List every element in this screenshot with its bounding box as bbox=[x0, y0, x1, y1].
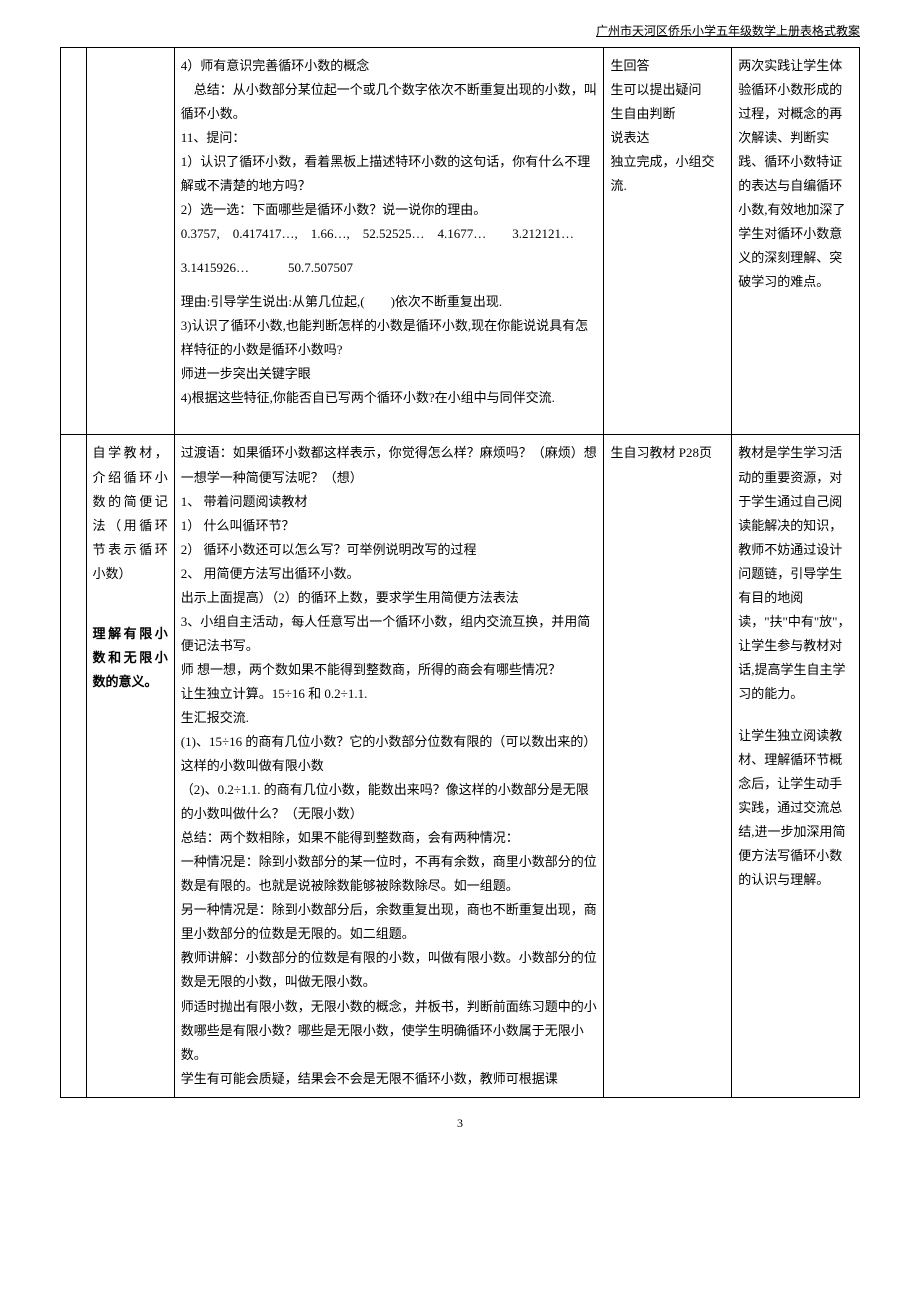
stage-text: 自学教材，介绍循环小数的简便记法（用循环节表示循环小数） bbox=[93, 441, 168, 585]
text-line: 理由:引导学生说出:从第几位起,( )依次不断重复出现. bbox=[181, 290, 598, 314]
cell-teacher-activity: 过渡语：如果循环小数都这样表示，你觉得怎么样？麻烦吗？（麻烦）想一想学一种简便写… bbox=[174, 435, 604, 1097]
table-row: 自学教材，介绍循环小数的简便记法（用循环节表示循环小数） 理解有限小数和无限小数… bbox=[61, 435, 860, 1097]
page-header: 广州市天河区侨乐小学五年级数学上册表格式教案 bbox=[60, 20, 860, 47]
text-line: 3、小组自主活动，每人任意写出一个循环小数，组内交流互换，并用简便记法书写。 bbox=[181, 610, 598, 658]
text-line: 11、提问： bbox=[181, 126, 598, 150]
text-line: 说表达 bbox=[610, 126, 725, 150]
cell-student-activity: 生回答 生可以提出疑问 生自由判断 说表达 独立完成，小组交流. bbox=[604, 47, 732, 435]
cell-teacher-activity: 4）师有意识完善循环小数的概念 总结：从小数部分某位起一个或几个数字依次不断重复… bbox=[174, 47, 604, 435]
text-line: 生汇报交流. bbox=[181, 706, 598, 730]
text-line: 师适时抛出有限小数，无限小数的概念，并板书，判断前面练习题中的小数哪些是有限小数… bbox=[181, 995, 598, 1067]
text-line: 独立完成，小组交流. bbox=[610, 150, 725, 198]
text-line: 1、 带着问题阅读教材 bbox=[181, 490, 598, 514]
text-line: 3)认识了循环小数,也能判断怎样的小数是循环小数,现在你能说说具有怎样特征的小数… bbox=[181, 314, 598, 362]
text-line: 总结：两个数相除，如果不能得到整数商，会有两种情况： bbox=[181, 826, 598, 850]
text-line: 一种情况是：除到小数部分的某一位时，不再有余数，商里小数部分的位数是有限的。也就… bbox=[181, 850, 598, 898]
text-line: 4）师有意识完善循环小数的概念 bbox=[181, 54, 598, 78]
text-line: 另一种情况是：除到小数部分后，余数重复出现，商也不断重复出现，商里小数部分的位数… bbox=[181, 898, 598, 946]
text-line: 过渡语：如果循环小数都这样表示，你觉得怎么样？麻烦吗？（麻烦）想一想学一种简便写… bbox=[181, 441, 598, 489]
cell-design-intent: 两次实践让学生体验循环小数形成的过程，对概念的再次解读、判断实践、循环小数特证的… bbox=[732, 47, 860, 435]
cell-index bbox=[61, 47, 87, 435]
text-line: 师进一步突出关键字眼 bbox=[181, 362, 598, 386]
text-line: 3.1415926… 50.7.507507 bbox=[181, 256, 598, 280]
text-line: 教师讲解：小数部分的位数是有限的小数，叫做有限小数。小数部分的位数是无限的小数，… bbox=[181, 946, 598, 994]
text-line: 教材是学生学习活动的重要资源，对于学生通过自己阅读能解决的知识，教师不妨通过设计… bbox=[738, 441, 853, 706]
text-line: 总结：从小数部分某位起一个或几个数字依次不断重复出现的小数，叫循环小数。 bbox=[181, 78, 598, 126]
text-line: 学生有可能会质疑，结果会不会是无限不循环小数，教师可根据课 bbox=[181, 1067, 598, 1091]
text-line: 让学生独立阅读教材、理解循环节概念后，让学生动手实践，通过交流总结,进一步加深用… bbox=[738, 724, 853, 892]
text-line: （2)、0.2÷1.1. 的商有几位小数，能数出来吗？像这样的小数部分是无限的小… bbox=[181, 778, 598, 826]
text-line: 0.3757, 0.417417…, 1.66…, 52.52525… 4.16… bbox=[181, 222, 598, 246]
cell-stage bbox=[86, 47, 174, 435]
text-line: 1） 什么叫循环节？ bbox=[181, 514, 598, 538]
cell-student-activity: 生自习教材 P28页 bbox=[604, 435, 732, 1097]
lesson-plan-table: 4）师有意识完善循环小数的概念 总结：从小数部分某位起一个或几个数字依次不断重复… bbox=[60, 47, 860, 1098]
text-line: 生自习教材 P28页 bbox=[610, 441, 725, 465]
text-line: 2、 用简便方法写出循环小数。 bbox=[181, 562, 598, 586]
text-line: 出示上面提高）（2）的循环上数，要求学生用简便方法表法 bbox=[181, 586, 598, 610]
text-line: 两次实践让学生体验循环小数形成的过程，对概念的再次解读、判断实践、循环小数特证的… bbox=[738, 54, 853, 294]
text-line: 2） 循环小数还可以怎么写？可举例说明改写的过程 bbox=[181, 538, 598, 562]
text-line: 1）认识了循环小数，看着黑板上描述特环小数的这句话，你有什么不理解或不清楚的地方… bbox=[181, 150, 598, 198]
text-line: 让生独立计算。15÷16 和 0.2÷1.1. bbox=[181, 682, 598, 706]
text-line: 师 想一想，两个数如果不能得到整数商，所得的商会有哪些情况？ bbox=[181, 658, 598, 682]
table-row: 4）师有意识完善循环小数的概念 总结：从小数部分某位起一个或几个数字依次不断重复… bbox=[61, 47, 860, 435]
cell-index bbox=[61, 435, 87, 1097]
text-line: 4)根据这些特征,你能否自已写两个循环小数?在小组中与同伴交流. bbox=[181, 386, 598, 410]
text-line: 生可以提出疑问 bbox=[610, 78, 725, 102]
text-line: 2）选一选：下面哪些是循环小数？说一说你的理由。 bbox=[181, 198, 598, 222]
cell-design-intent: 教材是学生学习活动的重要资源，对于学生通过自己阅读能解决的知识，教师不妨通过设计… bbox=[732, 435, 860, 1097]
cell-stage: 自学教材，介绍循环小数的简便记法（用循环节表示循环小数） 理解有限小数和无限小数… bbox=[86, 435, 174, 1097]
stage-text-bold: 理解有限小数和无限小数的意义。 bbox=[93, 622, 168, 694]
text-line: (1)、15÷16 的商有几位小数？它的小数部分位数有限的（可以数出来的）这样的… bbox=[181, 730, 598, 778]
page-number: 3 bbox=[60, 1112, 860, 1135]
text-line: 生回答 bbox=[610, 54, 725, 78]
text-line: 生自由判断 bbox=[610, 102, 725, 126]
